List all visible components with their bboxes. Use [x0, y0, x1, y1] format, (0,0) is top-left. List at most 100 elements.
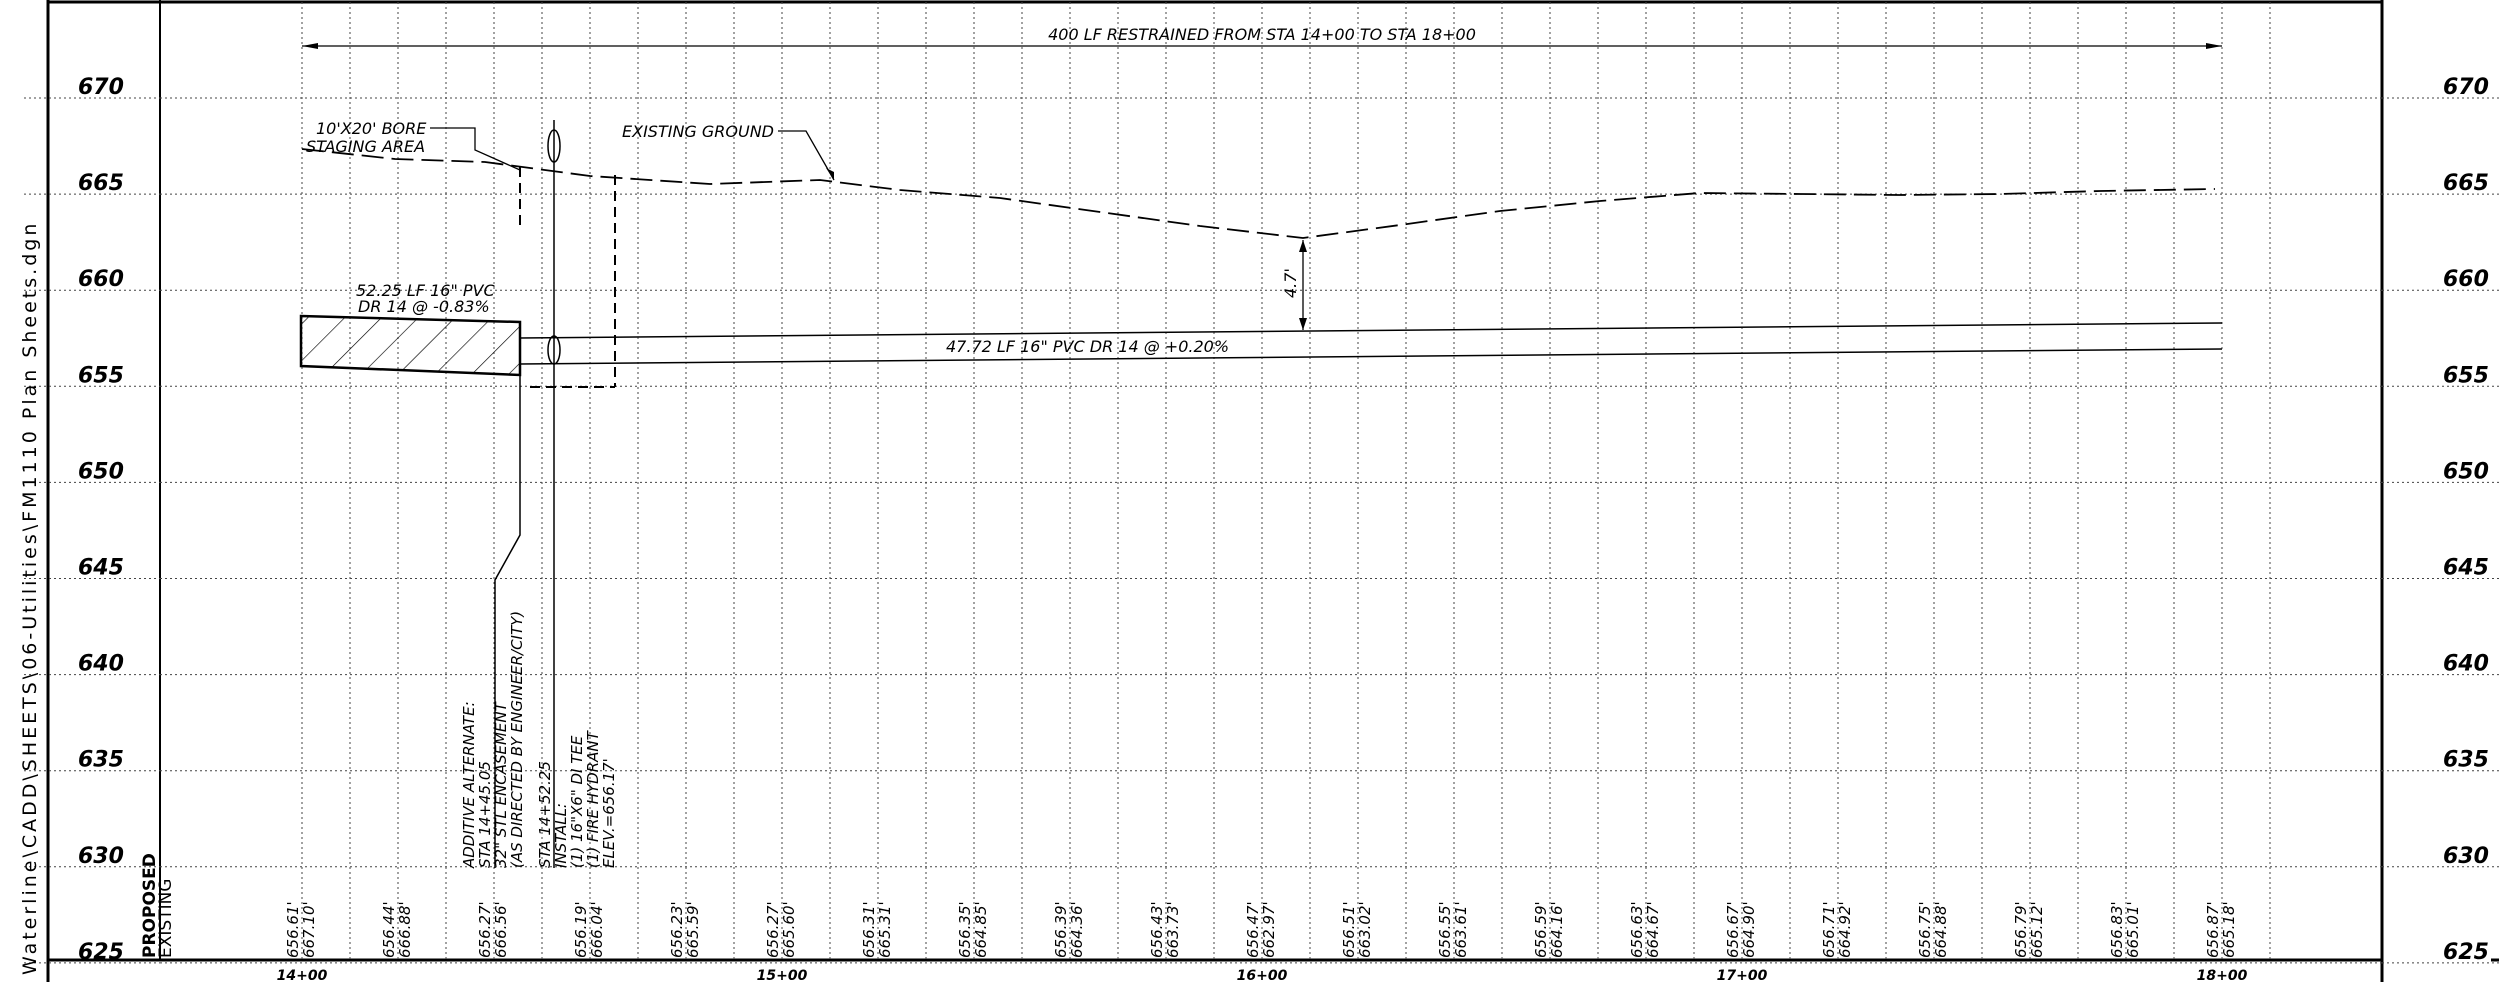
elevation-label: 640	[78, 652, 124, 677]
existing-elevation-value: 665.60'	[780, 901, 798, 958]
elevation-label: 655	[2443, 363, 2489, 388]
bore-pit-outline	[519, 167, 616, 388]
station-label: 17+00	[1717, 968, 1768, 982]
encasement-pipe-segment	[299, 314, 522, 377]
existing-elevation-value: 664.67'	[1644, 901, 1662, 958]
existing-elevation-value: 664.85'	[972, 901, 990, 958]
existing-elevation-value: 664.88'	[1932, 901, 1950, 958]
proposed-elevation-value: 656.43'	[1148, 901, 1166, 958]
existing-elevation-value: 666.56'	[492, 901, 510, 958]
elevation-label: 660	[2443, 267, 2489, 292]
proposed-elevation-value: 656.35'	[956, 901, 974, 958]
existing-ground-label: EXISTING GROUND	[622, 122, 774, 141]
restrained-dimension	[302, 43, 2222, 49]
pipe1-label-line1: 52.25 LF 16" PVC	[356, 281, 495, 300]
proposed-elevation-value: 656.59'	[1532, 901, 1550, 958]
elevation-label: 625	[2443, 940, 2489, 965]
elevation-labels-right: 670 665 660 655 650 645 640 635 630 625	[2443, 75, 2489, 965]
svg-text:32" STL ENCASEMENT: 32" STL ENCASEMENT	[492, 700, 510, 868]
elevation-label: 670	[2443, 75, 2489, 100]
elevation-label: 630	[78, 844, 124, 869]
proposed-pipe-lines	[519, 322, 2223, 365]
proposed-elevation-value: 656.27'	[764, 901, 782, 958]
existing-elevation-value: 662.97'	[1260, 901, 1278, 958]
elevation-labels-left: 670 665 660 655 650 645 640 635 630 625	[78, 75, 124, 965]
svg-text:ADDITIVE ALTERNATE:: ADDITIVE ALTERNATE:	[460, 701, 478, 869]
elevation-label: 665	[2443, 171, 2489, 196]
proposed-elevation-value: 656.79'	[2012, 901, 2030, 958]
svg-text:(AS DIRECTED BY ENGINEER/CITY): (AS DIRECTED BY ENGINEER/CITY)	[508, 611, 526, 868]
cover-depth-label: 4.7'	[1281, 268, 1300, 298]
elevation-label: 635	[78, 748, 124, 773]
proposed-elevation-value: 656.67'	[1724, 901, 1742, 958]
existing-elevation-value: 663.73'	[1164, 901, 1182, 958]
existing-elevation-value: 663.02'	[1356, 901, 1374, 958]
profile-value-columns: 656.61'667.10' 656.44'666.88' 656.27'666.5…	[284, 901, 2238, 958]
alternate-leader	[494, 375, 521, 868]
elevation-label: 625	[78, 940, 124, 965]
elevation-label: 645	[2443, 556, 2489, 581]
station-label: 16+00	[1237, 968, 1288, 982]
station-label: 15+00	[757, 968, 808, 982]
existing-elevation-value: 666.88'	[396, 901, 414, 958]
elevation-label: 660	[78, 267, 124, 292]
profile-grid	[24, 2, 2499, 964]
proposed-elevation-value: 656.55'	[1436, 901, 1454, 958]
station-labels: 14+00 15+00 16+00 17+00 18+00	[277, 968, 2248, 982]
svg-text:(1) FIRE HYDRANT: (1) FIRE HYDRANT	[584, 729, 602, 868]
existing-column-header: EXISTING	[156, 879, 176, 958]
proposed-elevation-value: 656.31'	[860, 901, 878, 958]
proposed-elevation-value: 656.71'	[1820, 901, 1838, 958]
elevation-label: 630	[2443, 844, 2489, 869]
bore-area-label-line2: STAGING AREA	[306, 137, 425, 156]
existing-elevation-value: 663.61'	[1452, 901, 1470, 958]
restrained-note: 400 LF RESTRAINED FROM STA 14+00 TO STA …	[1048, 25, 1476, 44]
existing-elevation-value: 665.12'	[2028, 901, 2046, 958]
bore-staging-leader	[430, 127, 521, 171]
elevation-label: 645	[78, 556, 124, 581]
proposed-elevation-value: 656.83'	[2108, 901, 2126, 958]
station-label: 14+00	[277, 968, 328, 982]
existing-ground-line	[301, 148, 2216, 239]
svg-text:STA 14+45.05: STA 14+45.05	[476, 761, 494, 868]
svg-text:(1) 16"X6" DI TEE: (1) 16"X6" DI TEE	[568, 735, 586, 868]
proposed-elevation-value: 656.44'	[380, 901, 398, 958]
proposed-elevation-value: 656.47'	[1244, 901, 1262, 958]
existing-elevation-value: 664.92'	[1836, 901, 1854, 958]
proposed-elevation-value: 656.51'	[1340, 901, 1358, 958]
existing-ground-leader-arrow	[826, 168, 834, 180]
elevation-label: 655	[78, 363, 124, 388]
proposed-elevation-value: 656.87'	[2204, 901, 2222, 958]
existing-elevation-value: 667.10'	[300, 901, 318, 958]
elevation-label: 650	[2443, 459, 2489, 484]
additive-alternate-callout: ADDITIVE ALTERNATE: STA 14+45.05 32" STL…	[460, 611, 526, 869]
proposed-elevation-value: 656.23'	[668, 901, 686, 958]
file-path-label: Waterline\CADD\SHEETS\06-Utilities\FM111…	[19, 221, 41, 975]
existing-elevation-value: 664.90'	[1740, 901, 1758, 958]
proposed-elevation-value: 656.27'	[476, 901, 494, 958]
pipe2-label: 47.72 LF 16" PVC DR 14 @ +0.20%	[946, 337, 1229, 356]
station-label: 18+00	[2197, 968, 2248, 982]
existing-elevation-value: 665.18'	[2220, 901, 2238, 958]
proposed-column-header: PROPOSED	[140, 853, 160, 958]
bore-area-label-line1: 10'X20' BORE	[316, 119, 427, 138]
elevation-label: 670	[78, 75, 124, 100]
existing-elevation-value: 665.59'	[684, 901, 702, 958]
existing-elevation-value: 664.36'	[1068, 901, 1086, 958]
proposed-elevation-value: 656.19'	[572, 901, 590, 958]
proposed-elevation-value: 656.61'	[284, 901, 302, 958]
elevation-label: 650	[78, 459, 124, 484]
existing-elevation-value: 664.16'	[1548, 901, 1566, 958]
elevation-label: 640	[2443, 652, 2489, 677]
proposed-elevation-value: 656.75'	[1916, 901, 1934, 958]
elevation-label: 635	[2443, 748, 2489, 773]
fire-hydrant-tee-marker	[547, 120, 561, 868]
existing-elevation-value: 665.31'	[876, 901, 894, 958]
svg-text:ELEV.=656.17': ELEV.=656.17'	[600, 758, 618, 868]
install-callout: STA 14+52.25 INSTALL: (1) 16"X6" DI TEE …	[536, 729, 618, 868]
existing-elevation-value: 666.04'	[588, 901, 606, 958]
existing-ground-leader	[778, 130, 835, 181]
sheet-borders	[46, 0, 2499, 982]
proposed-elevation-value: 656.63'	[1628, 901, 1646, 958]
